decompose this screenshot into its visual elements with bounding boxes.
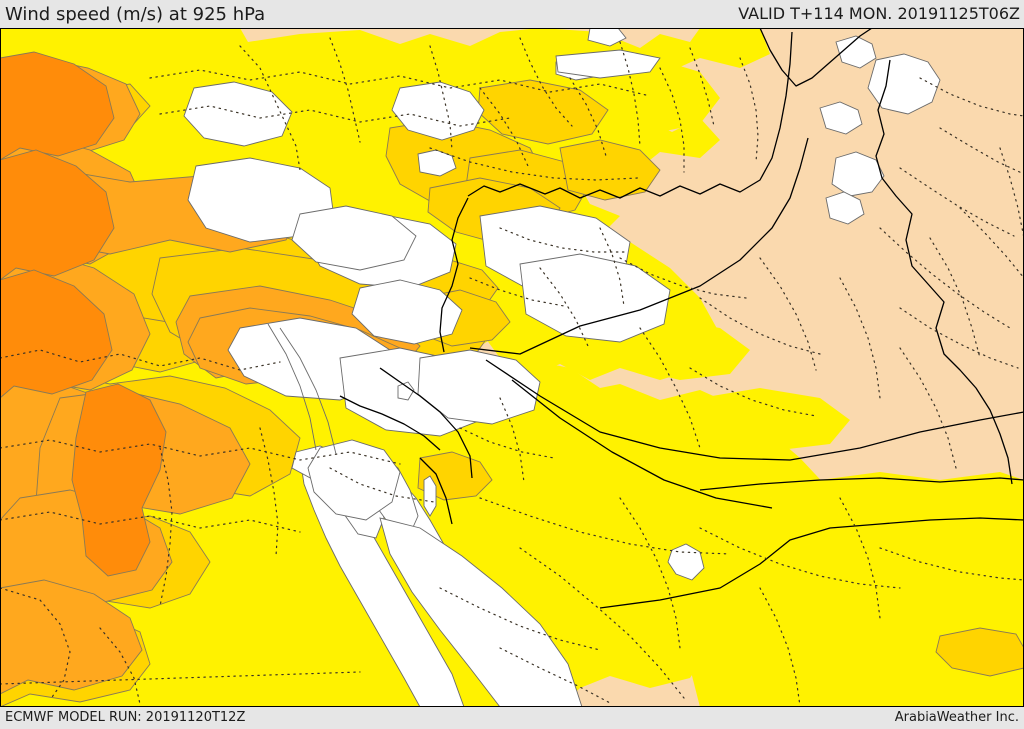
credit-label: ArabiaWeather Inc. — [894, 710, 1019, 725]
page-title: Wind speed (m/s) at 925 hPa — [5, 4, 266, 25]
header-bar: Wind speed (m/s) at 925 hPa VALID T+114 … — [0, 0, 1024, 28]
footer-bar: ECMWF MODEL RUN: 20191120T12Z ArabiaWeat… — [0, 707, 1024, 729]
wind-speed-contour-map — [0, 28, 1024, 707]
national-borders — [339, 28, 1024, 609]
nile-coastline — [267, 323, 337, 455]
internal-borders — [0, 37, 1024, 707]
map-canvas[interactable] — [0, 28, 1024, 707]
water-bodies — [183, 28, 941, 707]
contour-band-16-20 — [0, 51, 167, 577]
model-run-label: ECMWF MODEL RUN: 20191120T12Z — [5, 710, 246, 725]
valid-time-label: VALID T+114 MON. 20191125T06Z — [738, 4, 1020, 23]
